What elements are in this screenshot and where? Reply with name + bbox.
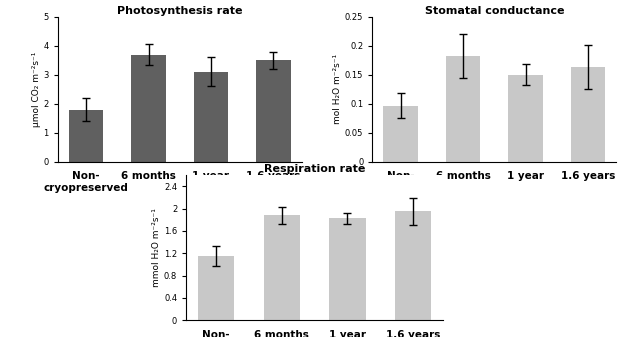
Bar <box>132 55 166 162</box>
Title: Photosynthesis rate: Photosynthesis rate <box>117 6 243 16</box>
Bar <box>446 56 480 162</box>
Bar <box>508 75 542 162</box>
Bar <box>198 256 234 320</box>
Bar <box>571 67 605 162</box>
Bar <box>256 60 291 162</box>
Y-axis label: μmol CO₂ m⁻²s⁻¹: μmol CO₂ m⁻²s⁻¹ <box>31 52 40 127</box>
Bar <box>69 110 103 162</box>
Bar <box>329 218 365 320</box>
Title: Respiration rate: Respiration rate <box>264 164 365 175</box>
Bar <box>395 212 431 320</box>
Title: Stomatal conductance: Stomatal conductance <box>424 6 564 16</box>
Bar <box>383 105 418 162</box>
Y-axis label: mol H₂O m⁻²s⁻¹: mol H₂O m⁻²s⁻¹ <box>333 54 342 124</box>
Bar <box>194 72 228 162</box>
Y-axis label: mmol H₂O m⁻²s⁻¹: mmol H₂O m⁻²s⁻¹ <box>152 208 161 287</box>
Bar <box>264 215 300 320</box>
